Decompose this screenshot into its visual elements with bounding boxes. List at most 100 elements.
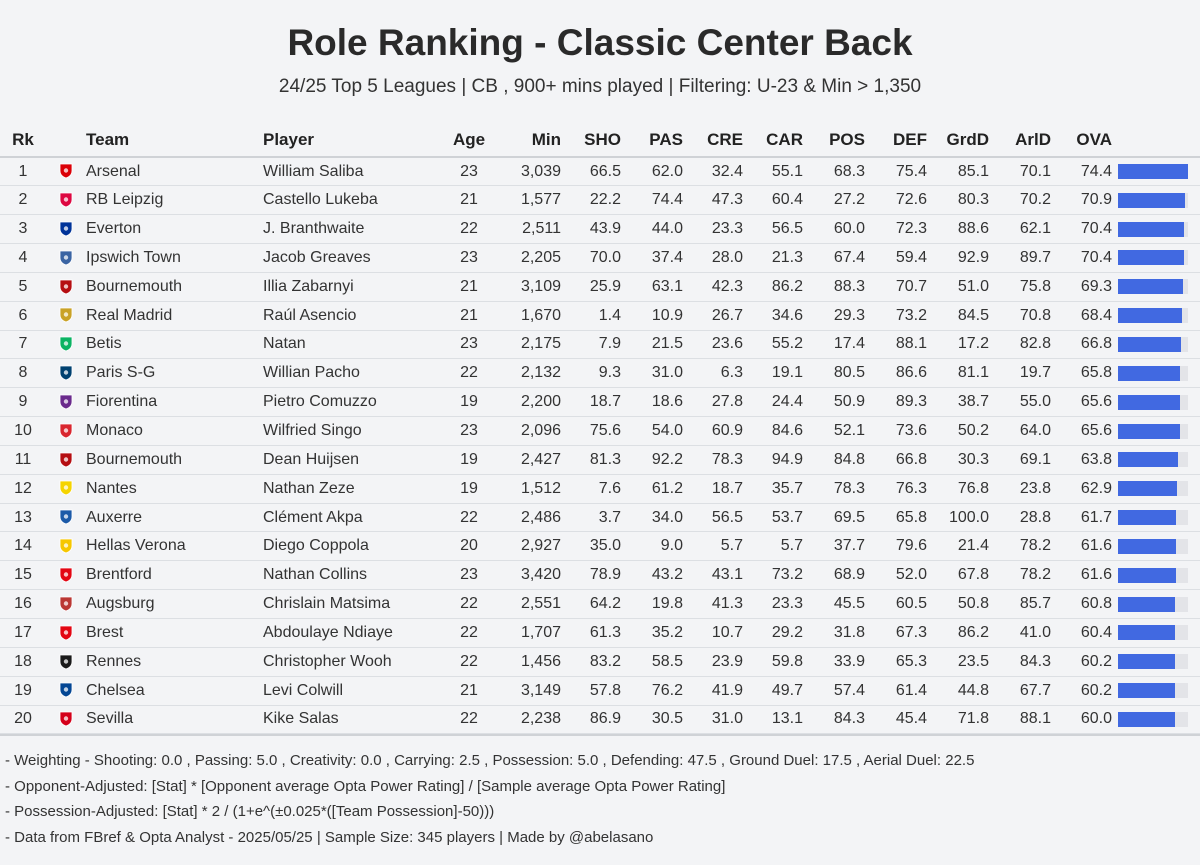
team-crest-cell xyxy=(46,272,86,302)
ova-bar-cell xyxy=(1112,676,1200,706)
ova-bar-cell xyxy=(1112,330,1200,360)
cell-age: 20 xyxy=(443,531,495,562)
cell-def: 65.8 xyxy=(865,503,927,533)
cell-grdd: 86.2 xyxy=(927,618,989,648)
cell-arld: 62.1 xyxy=(989,214,1051,245)
ova-bar xyxy=(1118,365,1180,381)
cell-team: Nantes xyxy=(86,474,263,504)
cell-cre: 5.7 xyxy=(683,531,743,562)
cell-arld: 84.3 xyxy=(989,647,1051,677)
cell-ova: 70.9 xyxy=(1051,185,1112,216)
cell-car: 29.2 xyxy=(743,618,803,648)
cell-pas: 43.2 xyxy=(621,560,683,591)
table-row: 6 Real Madrid Raúl Asencio 21 1,670 1.4 10.9 26… xyxy=(0,301,1200,331)
cell-grdd: 92.9 xyxy=(927,243,989,273)
cell-arld: 70.8 xyxy=(989,301,1051,331)
team-crest-cell xyxy=(46,618,86,648)
cell-def: 45.4 xyxy=(865,705,927,735)
cell-arld: 64.0 xyxy=(989,416,1051,446)
table-row: 16 Augsburg Chrislain Matsima 22 2,551 64.2 19… xyxy=(0,589,1200,619)
footnote-source: - Data from FBref & Opta Analyst - 2025/… xyxy=(5,828,654,846)
col-header-arld: ArlD xyxy=(989,124,1051,158)
cell-arld: 70.1 xyxy=(989,157,1051,187)
cell-ova: 65.6 xyxy=(1051,387,1112,418)
col-header-bar xyxy=(1112,124,1200,158)
cell-age: 22 xyxy=(443,358,495,389)
cell-age: 21 xyxy=(443,301,495,331)
cell-age: 19 xyxy=(443,387,495,418)
cell-grdd: 81.1 xyxy=(927,358,989,389)
cell-pos: 37.7 xyxy=(803,531,865,562)
ova-bar-cell xyxy=(1112,214,1200,245)
cell-arld: 78.2 xyxy=(989,560,1051,591)
ova-bar-track xyxy=(1118,625,1188,641)
cell-sho: 7.9 xyxy=(561,330,621,360)
cell-car: 23.3 xyxy=(743,589,803,619)
cell-age: 19 xyxy=(443,445,495,475)
team-crest-cell xyxy=(46,157,86,187)
cell-minutes: 1,512 xyxy=(495,474,561,504)
cell-cre: 18.7 xyxy=(683,474,743,504)
cell-ova: 61.7 xyxy=(1051,503,1112,533)
cell-def: 52.0 xyxy=(865,560,927,591)
col-header-team: Team xyxy=(86,124,263,158)
cell-def: 72.6 xyxy=(865,185,927,216)
cell-ova: 70.4 xyxy=(1051,214,1112,245)
ranking-table: Rk Team Player Age Min SHO PAS CRE CAR P… xyxy=(0,124,1200,735)
cell-sho: 9.3 xyxy=(561,358,621,389)
cell-grdd: 21.4 xyxy=(927,531,989,562)
cell-car: 53.7 xyxy=(743,503,803,533)
ova-bar-cell xyxy=(1112,503,1200,533)
col-header-age: Age xyxy=(443,124,495,158)
cell-player: J. Branthwaite xyxy=(263,214,443,245)
cell-pas: 35.2 xyxy=(621,618,683,648)
cell-cre: 78.3 xyxy=(683,445,743,475)
cell-pos: 27.2 xyxy=(803,185,865,216)
cell-age: 22 xyxy=(443,618,495,648)
table-row: 9 Fiorentina Pietro Comuzzo 19 2,200 18.7 18.6… xyxy=(0,387,1200,418)
brest-crest-icon xyxy=(59,625,73,641)
cell-team: Brentford xyxy=(86,560,263,591)
cell-team: Ipswich Town xyxy=(86,243,263,273)
cell-pas: 34.0 xyxy=(621,503,683,533)
cell-ova: 61.6 xyxy=(1051,560,1112,591)
cell-pos: 60.0 xyxy=(803,214,865,245)
ova-bar-track xyxy=(1118,452,1188,468)
cell-player: Willian Pacho xyxy=(263,358,443,389)
cell-pas: 58.5 xyxy=(621,647,683,677)
cell-sho: 61.3 xyxy=(561,618,621,648)
cell-rank: 5 xyxy=(0,272,46,302)
col-header-rk: Rk xyxy=(0,124,46,158)
cell-grdd: 51.0 xyxy=(927,272,989,302)
footnotes: - Weighting - Shooting: 0.0 , Passing: 5… xyxy=(5,748,1195,850)
monaco-crest-icon xyxy=(59,423,73,439)
cell-arld: 85.7 xyxy=(989,589,1051,619)
cell-car: 59.8 xyxy=(743,647,803,677)
cell-grdd: 30.3 xyxy=(927,445,989,475)
cell-age: 19 xyxy=(443,474,495,504)
ova-bar-track xyxy=(1118,221,1188,237)
cell-def: 75.4 xyxy=(865,157,927,187)
cell-sho: 78.9 xyxy=(561,560,621,591)
ova-bar-track xyxy=(1118,683,1188,699)
cell-team: Rennes xyxy=(86,647,263,677)
cell-minutes: 2,132 xyxy=(495,358,561,389)
ova-bar-cell xyxy=(1112,560,1200,591)
ova-bar xyxy=(1118,654,1175,670)
rb-leipzig-crest-icon xyxy=(59,192,73,208)
ova-bar xyxy=(1118,164,1188,180)
cell-car: 56.5 xyxy=(743,214,803,245)
cell-pas: 54.0 xyxy=(621,416,683,446)
footnote-possession-adjusted: - Possession-Adjusted: [Stat] * 2 / (1+e… xyxy=(5,803,495,820)
cell-pos: 50.9 xyxy=(803,387,865,418)
cell-ova: 70.4 xyxy=(1051,243,1112,273)
cell-rank: 12 xyxy=(0,474,46,504)
table-row: 18 Rennes Christopher Wooh 22 1,456 83.2 58.5 2… xyxy=(0,647,1200,677)
cell-car: 60.4 xyxy=(743,185,803,216)
footnote-weighting: - Weighting - Shooting: 0.0 , Passing: 5… xyxy=(5,752,975,769)
cell-grdd: 44.8 xyxy=(927,676,989,706)
cell-minutes: 2,175 xyxy=(495,330,561,360)
team-crest-cell xyxy=(46,301,86,331)
table-row: 8 Paris S-G Willian Pacho 22 2,132 9.3 31.0 6.3… xyxy=(0,358,1200,389)
cell-age: 23 xyxy=(443,157,495,187)
